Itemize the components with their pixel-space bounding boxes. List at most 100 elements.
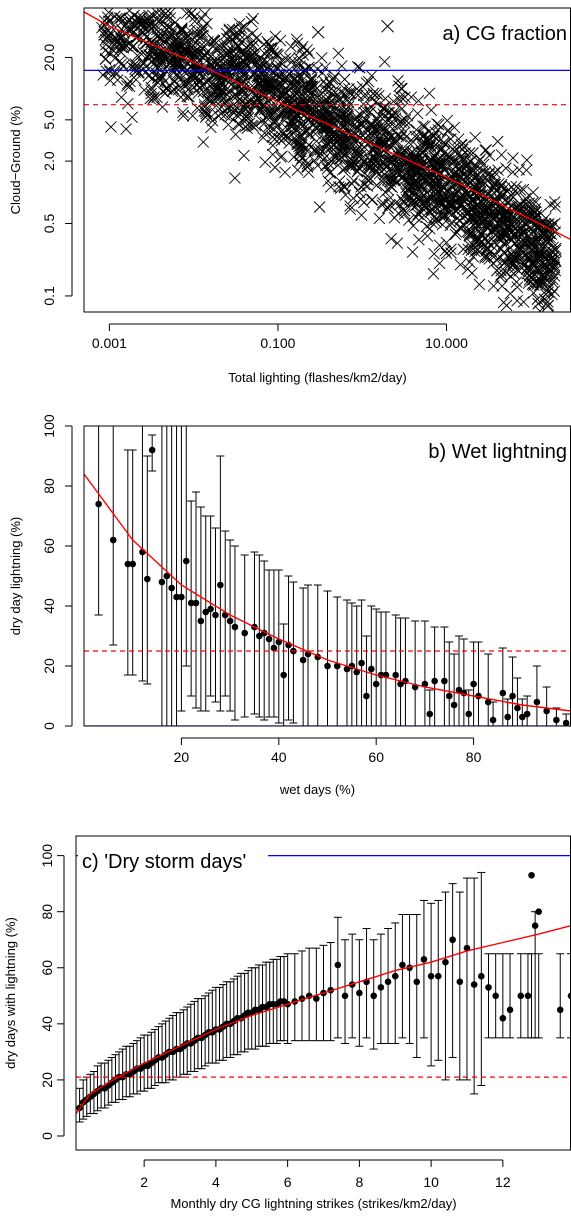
x-tick-label: 0.100 — [260, 335, 295, 351]
data-point — [473, 225, 485, 237]
data-point — [455, 193, 468, 206]
panel-2 — [57, 835, 571, 1167]
data-point — [497, 210, 510, 222]
data-point — [343, 665, 351, 673]
data-point — [362, 75, 375, 88]
data-point — [445, 692, 453, 700]
y-axis-label: dry days with lightning (%) — [3, 917, 18, 1069]
data-point — [302, 166, 315, 179]
data-point — [160, 19, 173, 32]
data-point — [189, 41, 201, 54]
data-point — [388, 173, 401, 185]
y-tick-label: 0.1 — [41, 286, 57, 306]
data-point — [187, 46, 200, 59]
data-point — [417, 120, 429, 132]
data-point — [187, 52, 199, 64]
data-point — [443, 191, 455, 204]
data-point — [426, 710, 434, 718]
data-point — [414, 205, 426, 218]
data-point — [382, 184, 394, 196]
data-point — [161, 82, 173, 95]
data-point — [531, 293, 544, 306]
data-point — [328, 130, 340, 143]
data-point — [406, 246, 419, 258]
data-point — [115, 58, 127, 71]
x-tick-label: 10 — [423, 1174, 439, 1190]
data-point — [527, 186, 539, 199]
data-point — [543, 707, 550, 715]
data-point — [506, 1006, 514, 1014]
data-point — [288, 110, 300, 123]
data-point — [109, 31, 122, 44]
data-point — [199, 105, 212, 118]
data-point — [173, 593, 180, 601]
data-point — [408, 188, 421, 201]
data-point — [525, 204, 538, 217]
data-point — [524, 270, 536, 282]
data-point — [222, 118, 235, 131]
data-point — [533, 265, 545, 278]
data-point — [338, 114, 351, 127]
data-point — [320, 83, 333, 96]
data-point — [517, 992, 525, 1000]
data-point — [455, 686, 463, 694]
data-point — [193, 32, 206, 44]
data-point — [542, 218, 555, 230]
x-tick-label: 4 — [212, 1174, 220, 1190]
data-point — [404, 170, 416, 183]
data-point — [312, 100, 325, 112]
data-point — [387, 95, 400, 108]
data-point — [221, 33, 234, 46]
data-point — [384, 978, 392, 986]
data-point — [396, 82, 408, 95]
data-point — [531, 922, 539, 930]
data-point — [553, 716, 560, 724]
data-point — [361, 160, 374, 173]
data-point — [123, 8, 136, 17]
data-point — [363, 692, 370, 700]
data-point — [339, 162, 351, 175]
data-point — [308, 143, 321, 156]
data-point — [168, 584, 175, 592]
data-point — [534, 305, 546, 312]
data-point — [269, 30, 282, 43]
data-point — [155, 8, 168, 19]
data-point — [253, 103, 266, 116]
data-point — [466, 226, 478, 238]
data-point — [507, 152, 519, 164]
data-point — [352, 147, 365, 160]
data-point — [530, 233, 542, 246]
data-point — [511, 225, 524, 237]
data-point — [186, 109, 199, 122]
data-point — [357, 118, 369, 130]
data-point — [279, 166, 291, 179]
data-point — [316, 109, 329, 122]
data-point — [319, 96, 332, 109]
data-point — [102, 46, 115, 59]
data-point — [475, 185, 487, 197]
data-point — [547, 246, 560, 259]
x-tick-label: 0.001 — [92, 335, 127, 351]
data-point — [523, 710, 531, 718]
y-tick-label: 0 — [41, 722, 57, 730]
data-point — [438, 202, 450, 215]
data-point — [275, 125, 287, 138]
data-point — [120, 123, 132, 135]
data-point — [265, 106, 278, 119]
data-point — [469, 131, 482, 144]
data-point — [276, 78, 288, 91]
data-point — [143, 48, 155, 61]
data-point — [315, 51, 328, 64]
data-point — [313, 201, 326, 213]
data-point — [144, 575, 151, 583]
data-point — [497, 296, 510, 309]
panel-title-bg — [411, 434, 569, 462]
data-point — [290, 84, 303, 97]
data-point — [159, 87, 172, 99]
data-point — [295, 152, 308, 165]
y-tick-label: 20.0 — [41, 44, 57, 71]
data-point — [146, 72, 159, 85]
data-point — [400, 131, 413, 143]
data-point — [197, 617, 205, 625]
data-point — [479, 252, 491, 264]
